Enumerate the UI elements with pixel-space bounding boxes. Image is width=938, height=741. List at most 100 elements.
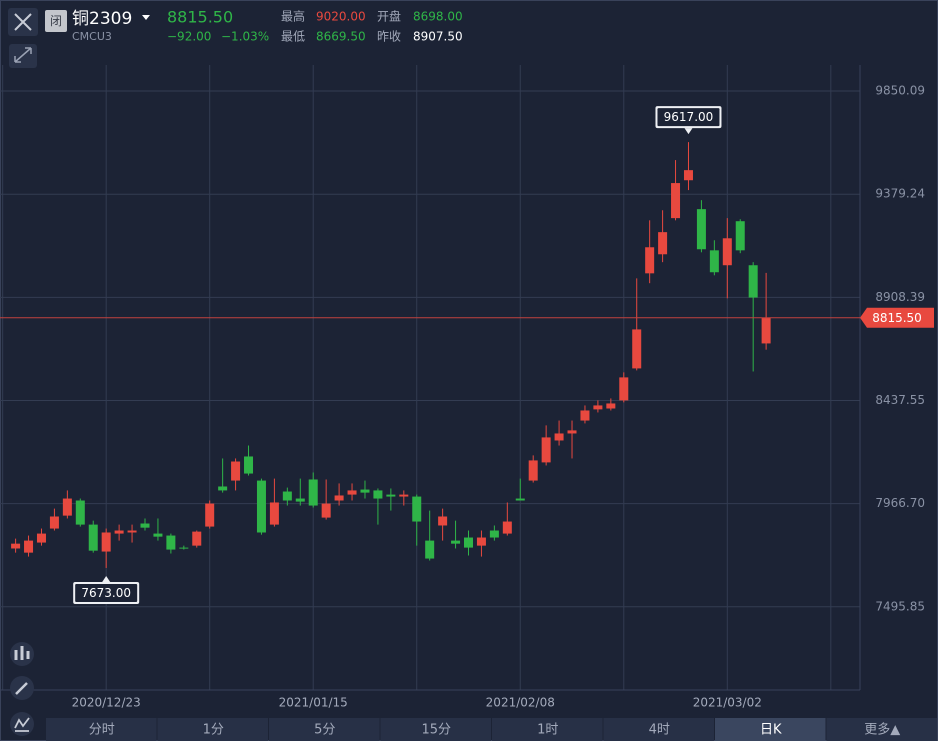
last-price: 8815.50 — [167, 8, 233, 27]
y-tick-label: 8437.55 — [875, 393, 925, 407]
candle-body — [709, 250, 719, 273]
candle-body — [360, 489, 370, 493]
high-value: 9020.00 — [316, 10, 366, 24]
low-caption: 最低 — [281, 30, 305, 44]
candle-layer — [11, 142, 771, 568]
candle-body — [438, 516, 448, 526]
candle-body — [295, 498, 305, 502]
x-tick-label: 2021/02/08 — [486, 696, 555, 710]
candle-body — [399, 494, 409, 497]
candle-body — [256, 480, 266, 533]
candle-body — [114, 530, 124, 534]
candle-body — [502, 521, 512, 534]
tab-label[interactable]: 分时 — [89, 723, 115, 738]
candle-body — [49, 516, 59, 529]
tab[interactable] — [492, 718, 603, 741]
candle-body — [321, 503, 331, 518]
candle-body — [166, 535, 176, 550]
candle-body — [761, 317, 771, 344]
candle-body — [88, 524, 98, 551]
x-tick-label: 2021/03/02 — [693, 696, 762, 710]
prev-close-value: 8907.50 — [413, 30, 463, 44]
candle-body — [671, 183, 681, 219]
callout-inner — [75, 583, 138, 602]
indicator-button[interactable] — [10, 642, 34, 666]
candle-body — [696, 209, 706, 250]
candle-body — [205, 503, 215, 527]
shrink-button[interactable] — [9, 44, 37, 68]
chart-type-icon[interactable] — [14, 717, 30, 732]
candle-body — [683, 170, 693, 181]
close-icon[interactable] — [14, 13, 32, 31]
tab-label[interactable]: 15分 — [421, 723, 451, 738]
candle-body — [645, 247, 655, 274]
candle-body — [554, 433, 564, 441]
callout-pointer — [684, 128, 693, 135]
tab[interactable] — [826, 718, 938, 741]
tab-label[interactable]: 1分 — [203, 723, 224, 738]
tab-label[interactable]: 更多▲ — [864, 722, 900, 738]
candle-body — [658, 232, 668, 255]
chart-type-button[interactable] — [10, 712, 34, 736]
candle-body — [373, 490, 383, 499]
candle-body — [632, 329, 642, 369]
callout-inner — [657, 108, 720, 127]
candle-body — [244, 456, 254, 474]
tab[interactable] — [380, 718, 492, 741]
candle-body — [464, 537, 473, 548]
label-layer: 7495.85 7966.70 8437.55 8908.39 9379.24 9850.… — [0, 84, 934, 710]
candle-body — [593, 405, 603, 410]
callout-label: 7673.00 — [81, 586, 131, 600]
candle-body — [489, 530, 499, 538]
candle-body — [722, 238, 732, 266]
y-tick-label: 9379.24 — [875, 187, 925, 201]
candle-body — [282, 491, 292, 501]
draw-button[interactable] — [10, 676, 34, 700]
candle-body — [36, 533, 46, 543]
period-tabs: 分时 1分 5分 15分 1时 4时 日K 更多▲ — [46, 718, 937, 741]
tab[interactable] — [46, 718, 157, 741]
candle-body — [11, 543, 21, 549]
candle-body — [567, 430, 577, 434]
tab[interactable] — [269, 718, 380, 741]
candle-body — [101, 532, 111, 552]
y-tick-label: 9850.09 — [875, 84, 925, 98]
low-value: 8669.50 — [316, 30, 366, 44]
x-tick-label: 2021/01/15 — [279, 696, 348, 710]
candle-body — [218, 486, 228, 491]
tab-label[interactable]: 4时 — [649, 723, 670, 738]
candle-body — [425, 540, 435, 559]
x-tick-label: 2020/12/23 — [72, 696, 141, 710]
candle-body — [75, 500, 85, 525]
candle-body — [308, 479, 318, 506]
y-tick-label: 7966.70 — [875, 496, 925, 510]
candle-body — [619, 377, 629, 401]
tab-active[interactable] — [715, 718, 826, 741]
tab[interactable] — [157, 718, 269, 741]
tab[interactable] — [603, 718, 715, 741]
prev-close-caption: 昨收 — [377, 30, 401, 44]
candle-body — [580, 410, 590, 421]
instrument-code: CMCU3 — [72, 30, 112, 43]
tab-label[interactable]: 日K — [760, 723, 782, 738]
indicator-icon[interactable] — [14, 646, 30, 660]
shrink-button-bg[interactable] — [9, 44, 37, 68]
status-badge — [45, 10, 67, 32]
draw-icon[interactable] — [15, 682, 28, 695]
shrink-icon[interactable] — [14, 47, 32, 63]
callout-label: 9617.00 — [664, 110, 714, 124]
candle-body — [347, 490, 357, 495]
candle-body — [127, 530, 137, 533]
tab-label[interactable]: 5分 — [314, 723, 335, 738]
candle-body — [24, 540, 34, 553]
candle-body — [231, 461, 241, 481]
dropdown-caret[interactable] — [142, 15, 150, 20]
instrument-title[interactable]: 铜2309 — [72, 9, 132, 29]
y-tick-label: 8908.39 — [875, 290, 925, 304]
candle-body — [606, 403, 616, 409]
tab-label[interactable]: 1时 — [537, 723, 558, 738]
candle-body — [735, 221, 745, 251]
close-button[interactable] — [8, 8, 38, 36]
candle-body — [412, 496, 422, 522]
